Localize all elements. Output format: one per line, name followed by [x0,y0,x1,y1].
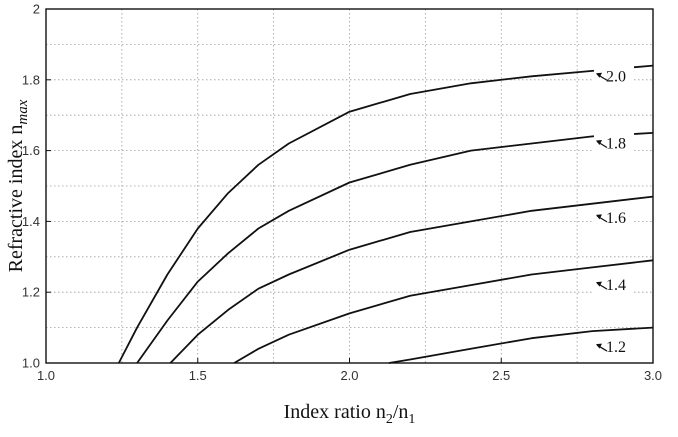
y-tick-label: 1.2 [22,285,40,300]
series-line-1-2 [388,326,654,364]
series-line-2-0 [118,64,654,364]
curve-label-1-6: 1.6 [606,210,626,227]
curve-label-arrowhead [596,214,602,220]
curve-label-1-8: 1.8 [606,136,626,153]
curve-label-background [594,65,634,85]
series-line-1-4 [233,259,654,364]
curve-label-background [594,132,634,152]
curve-label-background [594,274,634,294]
x-axis-title-main: Index ratio n [284,401,386,423]
y-tick-label: 1.6 [22,143,40,158]
y-tick-label: 1.0 [22,356,40,371]
x-tick-label: 2.0 [340,368,358,383]
x-axis-title-sub2: 2 [386,412,393,427]
curve-label-2-0: 2.0 [606,68,626,85]
curve-label-1-4: 1.4 [606,277,626,294]
x-axis-title-sub1: 1 [408,412,415,427]
x-axis-title: Index ratio n2/n1 [284,401,416,427]
curve-label-1-2: 1.2 [606,339,626,356]
x-tick-label: 1.0 [37,368,55,383]
series-lines [118,64,654,364]
curve-label-arrowhead [596,72,602,78]
y-axis-title: Refractive index nmax [5,99,31,272]
x-tick-label: 1.5 [189,368,207,383]
curve-label-arrowhead [596,281,602,287]
curve-label-arrowhead [596,343,602,349]
curve-label-background [594,336,634,356]
y-tick-label: 1.4 [22,214,40,229]
grid [46,9,653,363]
x-tick-label: 3.0 [644,368,662,383]
tick-labels: 1.0 1.5 2.0 2.5 3.0 1.0 1.2 1.4 1.6 1.8 2 [22,2,662,384]
curve-label-background [594,206,634,226]
curve-label-arrowhead [596,140,602,146]
y-tick-label: 1.8 [22,72,40,87]
x-axis-title-mid: /n [393,401,409,423]
y-tick-label: 2 [33,2,40,17]
curve-labels: 2.0 1.8 1.6 1.4 1.2 [594,65,634,356]
series-line-1-6 [169,195,654,364]
series-line-1-8 [136,132,654,364]
y-axis-title-sub: max [15,99,31,124]
y-axis-title-main: Refractive index n [5,125,27,273]
x-tick-label: 2.5 [492,368,510,383]
